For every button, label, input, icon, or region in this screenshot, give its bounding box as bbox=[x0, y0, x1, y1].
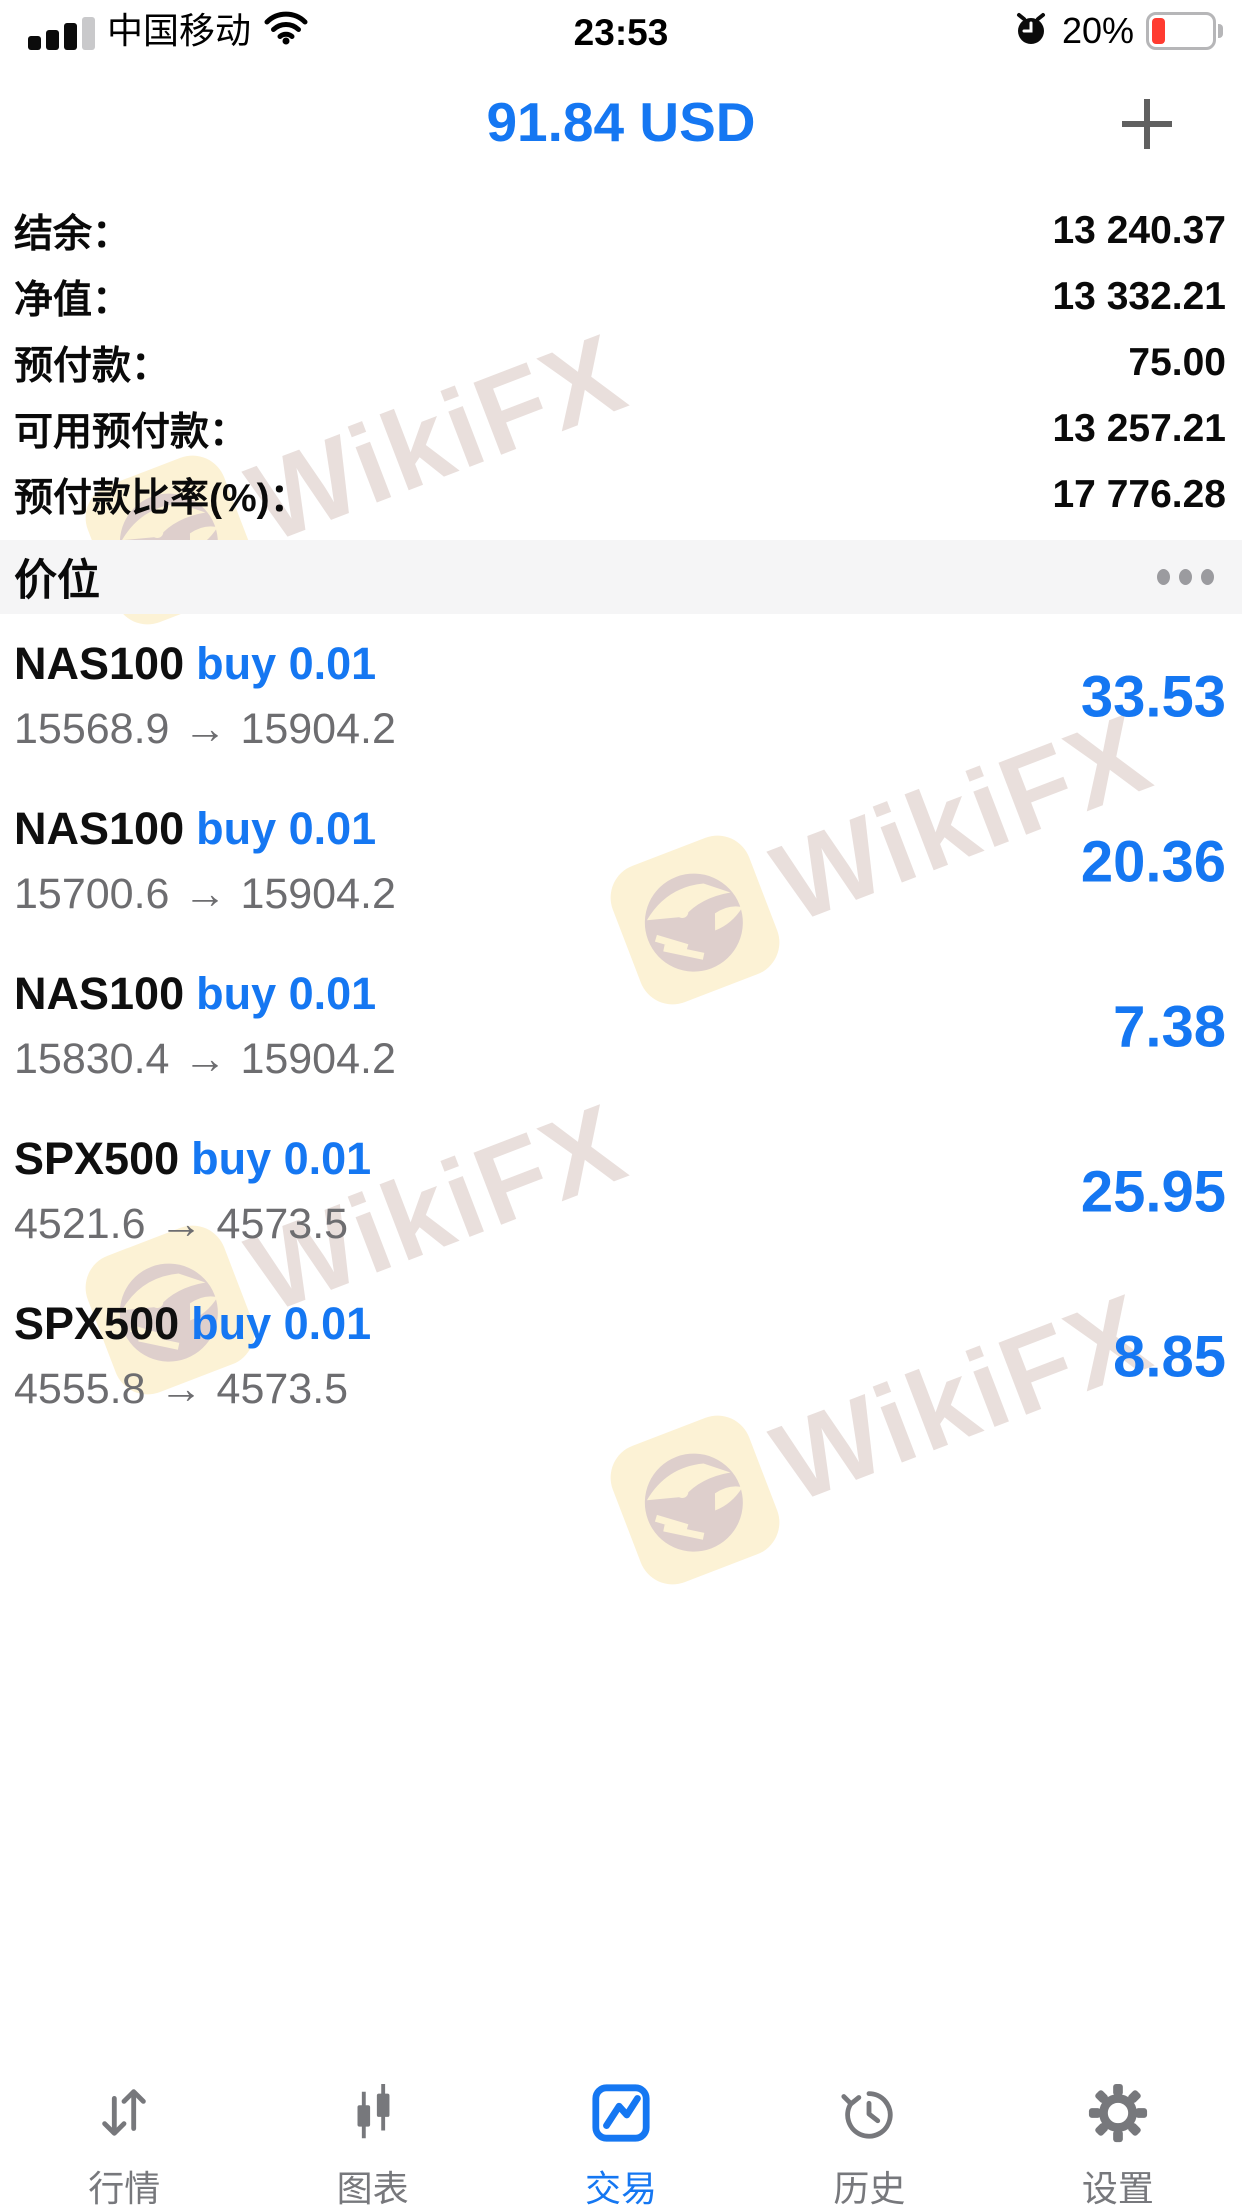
position-profit: 33.53 bbox=[1080, 664, 1226, 729]
tab-label: 行情 bbox=[88, 2168, 161, 2209]
position-side-volume: buy 0.01 bbox=[196, 968, 377, 1019]
more-options-button[interactable] bbox=[1157, 563, 1214, 591]
tab-label: 交易 bbox=[585, 2168, 658, 2209]
position-side-volume: buy 0.01 bbox=[196, 638, 377, 689]
account-row-label: 预付款比率(%)： bbox=[14, 477, 309, 520]
position-row[interactable]: NAS100 buy 0.01 15830.4 → 15904.2 7.38 bbox=[0, 944, 1242, 1109]
position-symbol: SPX500 bbox=[14, 1133, 180, 1184]
tab-settings[interactable]: 设置 bbox=[994, 2050, 1242, 2209]
account-row-label: 预付款： bbox=[14, 345, 171, 388]
cellular-signal-icon bbox=[28, 17, 95, 52]
chart-line-square-icon bbox=[590, 2082, 652, 2144]
arrow-right-icon: → bbox=[159, 1365, 203, 1413]
more-icon bbox=[1157, 569, 1170, 585]
arrow-right-icon: → bbox=[183, 1035, 227, 1083]
history-clock-icon bbox=[838, 2082, 900, 2144]
current-price: 4573.5 bbox=[216, 1200, 349, 1248]
arrow-right-icon: → bbox=[183, 870, 227, 918]
positions-section-header: 价位 bbox=[0, 540, 1242, 614]
position-symbol: SPX500 bbox=[14, 1298, 180, 1349]
account-row-value: 13 332.21 bbox=[1052, 275, 1226, 318]
open-price: 4555.8 bbox=[14, 1365, 146, 1413]
position-side-volume: buy 0.01 bbox=[196, 803, 377, 854]
open-price: 15568.9 bbox=[14, 705, 170, 753]
status-bar: 中国移动 23:53 20% bbox=[0, 0, 1242, 62]
account-summary: 结余： 13 240.37 净值： 13 332.21 预付款： 75.00 可… bbox=[0, 198, 1242, 528]
position-symbol: NAS100 bbox=[14, 968, 185, 1019]
clock-time: 23:53 bbox=[573, 12, 669, 53]
position-profit: 20.36 bbox=[1080, 829, 1226, 894]
account-row-margin-level: 预付款比率(%)： 17 776.28 bbox=[0, 462, 1242, 528]
bottom-tab-bar: 行情 图表 交易 历史 bbox=[0, 2050, 1242, 2209]
account-row-free-margin: 可用预付款： 13 257.21 bbox=[0, 396, 1242, 462]
tab-label: 图表 bbox=[336, 2168, 409, 2209]
account-balance-title: 91.84 USD bbox=[486, 91, 756, 153]
position-row[interactable]: SPX500 buy 0.01 4555.8 → 4573.5 8.85 bbox=[0, 1274, 1242, 1439]
tab-trade[interactable]: 交易 bbox=[497, 2050, 745, 2209]
tab-label: 设置 bbox=[1081, 2168, 1154, 2209]
position-row[interactable]: SPX500 buy 0.01 4521.6 → 4573.5 25.95 bbox=[0, 1109, 1242, 1274]
status-bar-right: 20% bbox=[1012, 10, 1223, 53]
up-down-arrows-icon bbox=[95, 2082, 153, 2144]
tab-charts[interactable]: 图表 bbox=[248, 2050, 496, 2209]
account-row-value: 75.00 bbox=[1128, 341, 1226, 384]
account-row-balance: 结余： 13 240.37 bbox=[0, 198, 1242, 264]
account-row-label: 结余： bbox=[14, 213, 132, 256]
position-symbol: NAS100 bbox=[14, 803, 185, 854]
tab-quotes[interactable]: 行情 bbox=[0, 2050, 248, 2209]
position-profit: 8.85 bbox=[1113, 1324, 1226, 1389]
position-profit: 25.95 bbox=[1080, 1159, 1226, 1224]
gear-icon bbox=[1087, 2082, 1149, 2144]
add-order-button[interactable] bbox=[1118, 96, 1176, 154]
account-row-value: 13 257.21 bbox=[1052, 407, 1226, 450]
current-price: 15904.2 bbox=[240, 870, 396, 918]
carrier-label: 中国移动 bbox=[107, 10, 252, 51]
account-row-margin: 预付款： 75.00 bbox=[0, 330, 1242, 396]
current-price: 4573.5 bbox=[216, 1365, 349, 1413]
account-row-value: 13 240.37 bbox=[1052, 209, 1226, 252]
open-price: 15830.4 bbox=[14, 1035, 170, 1083]
position-profit: 7.38 bbox=[1113, 994, 1226, 1059]
account-row-label: 可用预付款： bbox=[14, 411, 249, 454]
battery-icon bbox=[1146, 12, 1223, 50]
alarm-icon bbox=[1012, 10, 1050, 53]
account-row-equity: 净值： 13 332.21 bbox=[0, 264, 1242, 330]
position-side-volume: buy 0.01 bbox=[191, 1298, 372, 1349]
position-symbol: NAS100 bbox=[14, 638, 185, 689]
candlestick-icon bbox=[342, 2082, 404, 2144]
tab-label: 历史 bbox=[833, 2168, 906, 2209]
current-price: 15904.2 bbox=[240, 705, 396, 753]
current-price: 15904.2 bbox=[240, 1035, 396, 1083]
battery-percent-label: 20% bbox=[1061, 10, 1134, 51]
tab-history[interactable]: 历史 bbox=[745, 2050, 993, 2209]
positions-list: NAS100 buy 0.01 15568.9 → 15904.2 33.53 NAS… bbox=[0, 614, 1242, 1439]
position-side-volume: buy 0.01 bbox=[191, 1133, 372, 1184]
account-row-value: 17 776.28 bbox=[1052, 473, 1226, 516]
wifi-icon bbox=[263, 9, 309, 52]
open-price: 15700.6 bbox=[14, 870, 170, 918]
position-row[interactable]: NAS100 buy 0.01 15700.6 → 15904.2 20.36 bbox=[0, 779, 1242, 944]
arrow-right-icon: → bbox=[159, 1200, 203, 1248]
status-bar-left: 中国移动 bbox=[28, 10, 309, 52]
position-row[interactable]: NAS100 buy 0.01 15568.9 → 15904.2 33.53 bbox=[0, 614, 1242, 779]
open-price: 4521.6 bbox=[14, 1200, 146, 1248]
plus-icon bbox=[1119, 96, 1175, 155]
section-title: 价位 bbox=[14, 557, 100, 605]
arrow-right-icon: → bbox=[183, 705, 227, 753]
account-row-label: 净值： bbox=[14, 279, 132, 322]
